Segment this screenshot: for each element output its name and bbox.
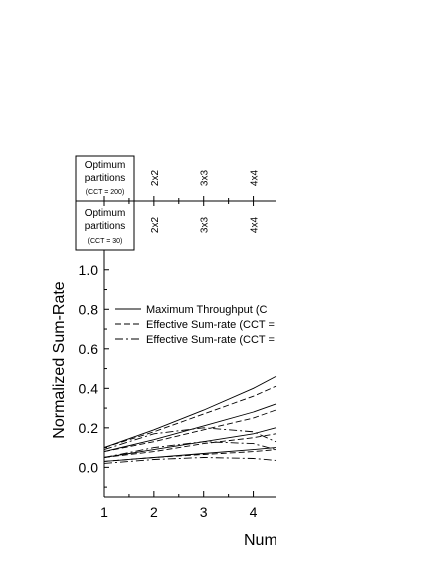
y-tick-label: 0.6 [79,341,99,357]
legend-label: Effective Sum-rate (CCT = [146,319,275,331]
series-line-11 [103,457,277,464]
legend-label: Maximum Throughput (C [146,304,268,316]
series-line-8 [103,441,277,458]
series-line-4 [103,409,277,453]
y-axis-label: Normalized Sum-Rate [51,281,68,438]
partition-label-cct200-cct: (CCT = 200) [86,189,125,196]
series-line-7 [103,433,277,458]
partition-value: 4x4 [250,170,261,187]
y-tick-label: 0.8 [79,301,99,317]
y-tick-label: 0.4 [79,380,99,396]
partition-label-cct200-line2: partitions [85,173,126,184]
x-tick-label: 2 [150,504,158,520]
partition-value: 4x4 [250,217,261,234]
partition-label-cct30-line1: Optimum [85,208,126,219]
partition-value: 2x2 [150,170,161,187]
partition-label-cct200-line1: Optimum [85,160,126,171]
partition-table: Optimum partitions (CCT = 200) Optimum p… [75,155,276,251]
series-line-2 [103,385,277,449]
x-tick-label: 4 [250,504,258,520]
series-line-6 [103,427,277,458]
partition-value: 2x2 [150,217,161,234]
legend-label: Effective Sum-rate (CCT = [146,334,275,346]
series-line-3 [103,403,277,453]
y-tick-label: 0.0 [79,459,99,475]
partition-value: 3x3 [200,170,211,187]
series-line-10 [103,449,277,462]
series-line-9 [103,447,277,462]
partition-label-cct30-line2: partitions [85,221,126,232]
y-tick-label: 1.0 [79,262,99,278]
x-tick-label: 1 [100,504,108,520]
partition-label-box-cct30 [75,200,135,251]
x-tick-label: 3 [200,504,208,520]
series-line-1 [103,376,277,449]
x-axis-label: Num [244,532,278,549]
partition-label-cct30-cct: (CCT = 30) [88,238,123,245]
series-line-5 [103,427,277,451]
y-tick-label: 0.2 [79,420,99,436]
legend: Maximum Throughput (C Effective Sum-rate … [115,304,275,346]
partition-value: 3x3 [200,217,211,234]
